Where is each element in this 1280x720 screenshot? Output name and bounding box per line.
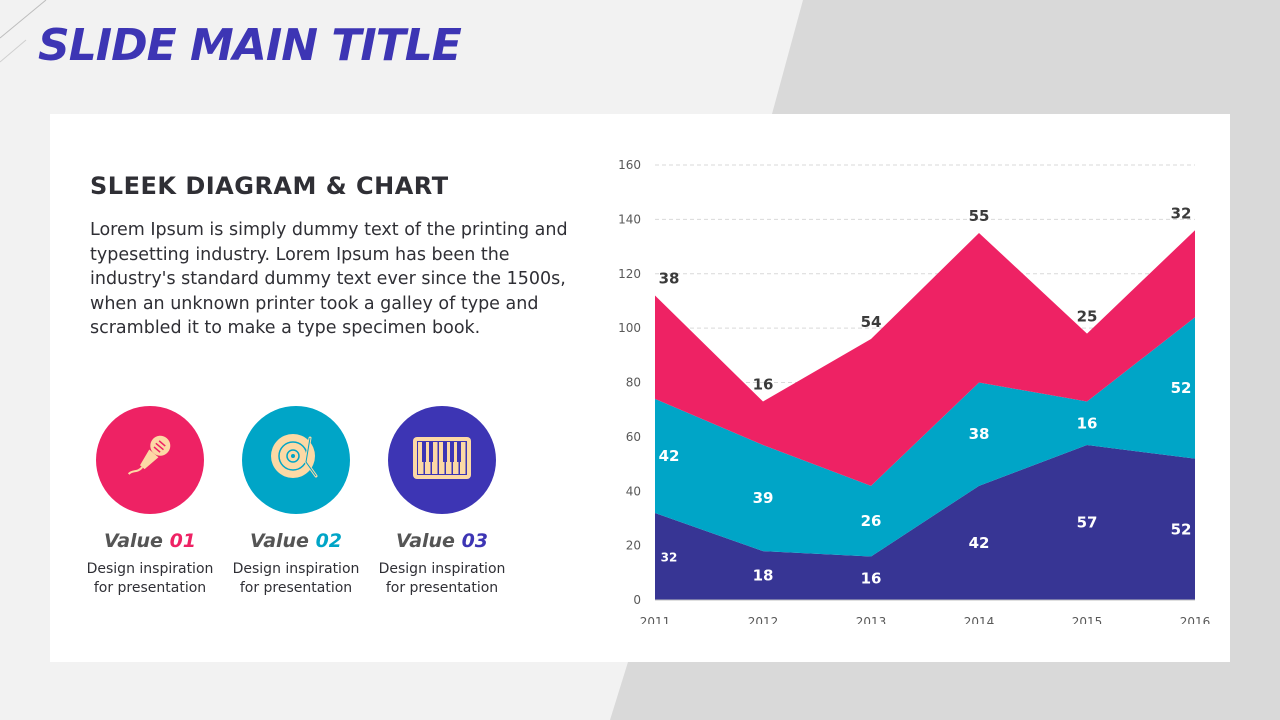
decorative-line: [0, 39, 27, 63]
data-label: 32: [661, 551, 678, 565]
area-series-2: [655, 317, 1195, 557]
y-tick-label: 0: [633, 593, 641, 607]
data-label: 57: [1077, 514, 1098, 532]
value-title-2: Value 02: [221, 530, 371, 552]
data-label: 52: [1171, 379, 1192, 397]
value-circle-2: [242, 406, 350, 514]
value-subtitle: Design inspiration for presentation: [378, 561, 506, 596]
data-label: 55: [969, 207, 990, 225]
data-label: 16: [753, 376, 774, 394]
value-circle-3: [388, 406, 496, 514]
value-item-2: Value 02 Design inspiration for presenta…: [221, 406, 371, 598]
y-tick-label: 40: [626, 484, 641, 498]
x-tick-label: 2011: [640, 615, 671, 624]
x-tick-label: 2012: [748, 615, 779, 624]
y-tick-label: 80: [626, 376, 641, 390]
data-label: 26: [861, 512, 882, 530]
value-subtitle: Design inspiration for presentation: [86, 561, 214, 596]
data-label: 42: [969, 534, 990, 552]
value-title-1: Value 01: [75, 530, 225, 552]
y-tick-label: 20: [626, 539, 641, 553]
stacked-area-chart: 0 20 40 60 80 100 120 140 160 2011 2012 2013 2014 201…: [618, 158, 1211, 624]
value-label: Value: [395, 530, 455, 552]
value-item-1: Value 01 Design inspiration for presenta…: [75, 406, 225, 598]
data-label: 54: [861, 313, 882, 331]
x-tick-label: 2015: [1072, 615, 1103, 624]
value-subtitle: Design inspiration for presentation: [232, 561, 360, 596]
value-label: Value: [249, 530, 309, 552]
area-series-1: [655, 445, 1195, 600]
section-heading: SLEEK DIAGRAM & CHART: [90, 172, 449, 200]
slide-title: SLIDE MAIN TITLE: [38, 20, 462, 71]
data-label: 18: [753, 567, 774, 585]
data-label: 38: [659, 270, 680, 288]
data-label: 25: [1077, 308, 1098, 326]
decorative-line: [0, 0, 47, 39]
y-tick-label: 160: [618, 158, 641, 172]
x-tick-label: 2014: [964, 615, 995, 624]
y-tick-label: 120: [618, 267, 641, 281]
data-label: 42: [659, 447, 680, 465]
vinyl-record-icon: [266, 428, 326, 492]
y-tick-label: 100: [618, 321, 641, 335]
piano-keyboard-icon: [411, 433, 473, 487]
data-label: 16: [861, 569, 882, 587]
value-number: 02: [315, 530, 343, 552]
x-tick-label: 2016: [1180, 615, 1211, 624]
value-label: Value: [103, 530, 163, 552]
value-title-3: Value 03: [367, 530, 517, 552]
value-item-3: Value 03 Design inspiration for presenta…: [367, 406, 517, 598]
y-tick-label: 60: [626, 430, 641, 444]
area-series-3: [655, 230, 1195, 486]
data-label: 52: [1171, 520, 1192, 538]
data-label: 32: [1171, 204, 1192, 222]
value-number: 01: [169, 530, 197, 552]
description-text: Lorem Ipsum is simply dummy text of the …: [90, 220, 568, 338]
value-circle-1: [96, 406, 204, 514]
light-background-shape: [0, 0, 803, 720]
content-card: SLEEK DIAGRAM & CHART Lorem Ipsum is sim…: [50, 114, 1230, 662]
value-number: 03: [461, 530, 489, 552]
data-label: 39: [753, 489, 774, 507]
microphone-icon: [120, 428, 180, 492]
data-label: 16: [1077, 414, 1098, 432]
y-tick-label: 140: [618, 212, 641, 226]
data-label: 38: [969, 425, 990, 443]
x-tick-label: 2013: [856, 615, 887, 624]
